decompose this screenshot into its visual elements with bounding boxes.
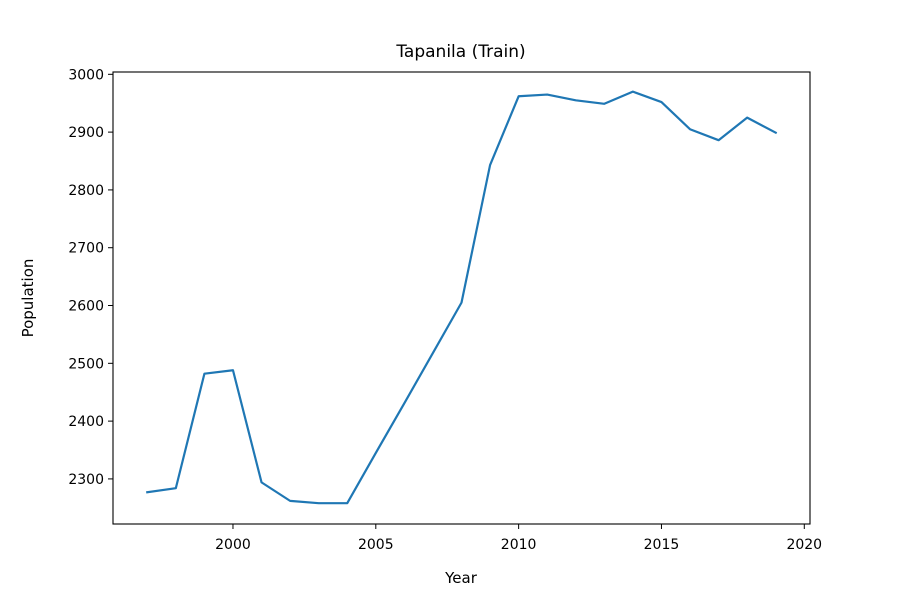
chart-title: Tapanila (Train) <box>395 42 525 62</box>
y-tick-label: 2400 <box>68 414 104 430</box>
y-tick-label: 2500 <box>68 356 104 372</box>
series-layer <box>146 90 778 505</box>
y-tick-label: 2700 <box>68 241 104 257</box>
y-tick-label: 2600 <box>68 299 104 315</box>
x-tick-label: 2015 <box>644 537 680 553</box>
series-line <box>146 90 778 505</box>
x-axis-ticks: 2000 2005 2010 2015 2020 <box>215 524 822 553</box>
x-tick-label: 2005 <box>358 537 394 553</box>
x-tick-label: 2010 <box>501 537 537 553</box>
x-tick-label: 2020 <box>786 537 822 553</box>
y-tick-label: 2900 <box>68 125 104 141</box>
y-axis-ticks: 2300 2400 2500 2600 2700 2800 2900 3000 <box>68 67 113 488</box>
x-axis-label: Year <box>444 569 478 587</box>
y-tick-label: 2800 <box>68 183 104 199</box>
y-tick-label: 3000 <box>68 67 104 83</box>
plot-frame <box>112 71 811 525</box>
y-tick-label: 2300 <box>68 472 104 488</box>
y-axis-label: Population <box>19 259 37 338</box>
x-tick-label: 2000 <box>215 537 251 553</box>
